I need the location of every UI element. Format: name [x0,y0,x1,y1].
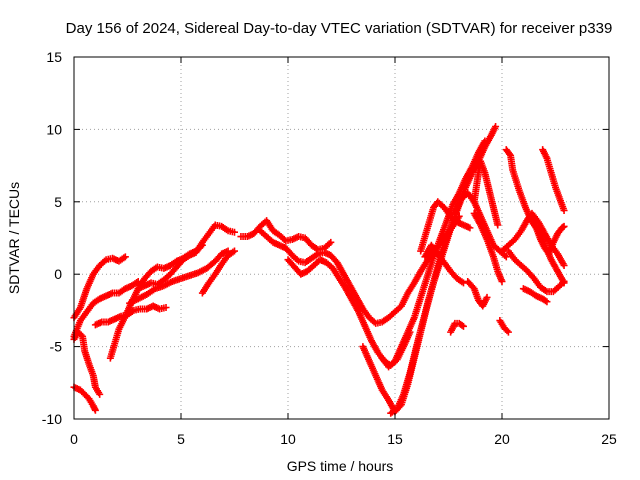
plus-marker [91,406,99,414]
plus-marker [504,328,512,336]
y-tick-label: 0 [54,266,62,282]
series-track-5 [91,302,170,329]
plus-marker [559,279,567,287]
series-track-28 [528,212,568,258]
series-track-9 [198,247,238,297]
x-tick-label: 20 [494,431,510,447]
series-track-29 [519,285,551,306]
series-track-19 [470,209,506,285]
plot-frame [73,56,610,420]
series-track-2 [70,277,142,340]
plus-marker [327,238,335,246]
plus-marker [505,150,513,158]
x-axis-label: GPS time / hours [287,458,394,474]
y-tick-label: 15 [46,49,62,65]
x-tick-label: 25 [601,431,617,447]
plus-marker [502,253,510,261]
data-points [70,123,568,417]
plus-marker [542,297,550,305]
y-axis-label: SDTVAR / TECUs [6,182,22,294]
plus-marker [560,206,568,214]
series-track-3 [70,328,104,398]
y-tick-label: 5 [54,194,62,210]
series-track-20 [470,157,502,229]
plus-marker [560,222,568,230]
series-track-15 [387,212,459,417]
plus-marker [96,390,104,398]
y-tick-labels: -10 -5 0 5 10 15 [42,49,62,427]
x-tick-label: 10 [280,431,296,447]
plus-marker [503,327,511,335]
y-tick-label: -5 [50,339,63,355]
plus-marker [231,228,238,236]
plus-marker [560,262,568,270]
series-track-7 [126,247,232,307]
x-tick-label: 5 [177,431,185,447]
plus-marker [121,253,129,261]
plus-marker [560,277,568,285]
y-tick-label: -10 [42,411,62,427]
x-tick-label: 15 [387,431,403,447]
series-track-26 [504,247,568,296]
grid-lines [74,57,609,419]
series-track-4 [70,383,99,414]
y-tick-label: 10 [46,121,62,137]
plus-marker [494,221,502,229]
plus-marker [231,247,238,255]
series-track-1 [70,253,129,322]
plus-marker [492,123,500,131]
chart-title: Day 156 of 2024, Sidereal Day-to-day VTE… [66,20,613,37]
plus-marker [459,322,467,330]
plus-marker [162,304,170,312]
plus-marker [481,137,489,145]
plus-marker [543,298,551,306]
series-track-14 [378,137,489,371]
series-track-16 [417,198,474,255]
plus-marker [77,331,85,339]
plus-marker [466,224,474,232]
plus-marker [498,277,506,285]
plus-marker [483,293,491,301]
series-track-17 [421,241,467,287]
series-track-21 [464,277,491,310]
series-track-27 [539,146,568,214]
plus-marker [458,321,466,329]
series-track-8 [134,221,238,293]
series-track-22 [447,319,467,336]
series-track-23 [496,317,512,336]
x-tick-labels: 0 5 10 15 20 25 [70,431,617,447]
axis-ticks [73,56,610,420]
x-tick-label: 0 [70,431,78,447]
